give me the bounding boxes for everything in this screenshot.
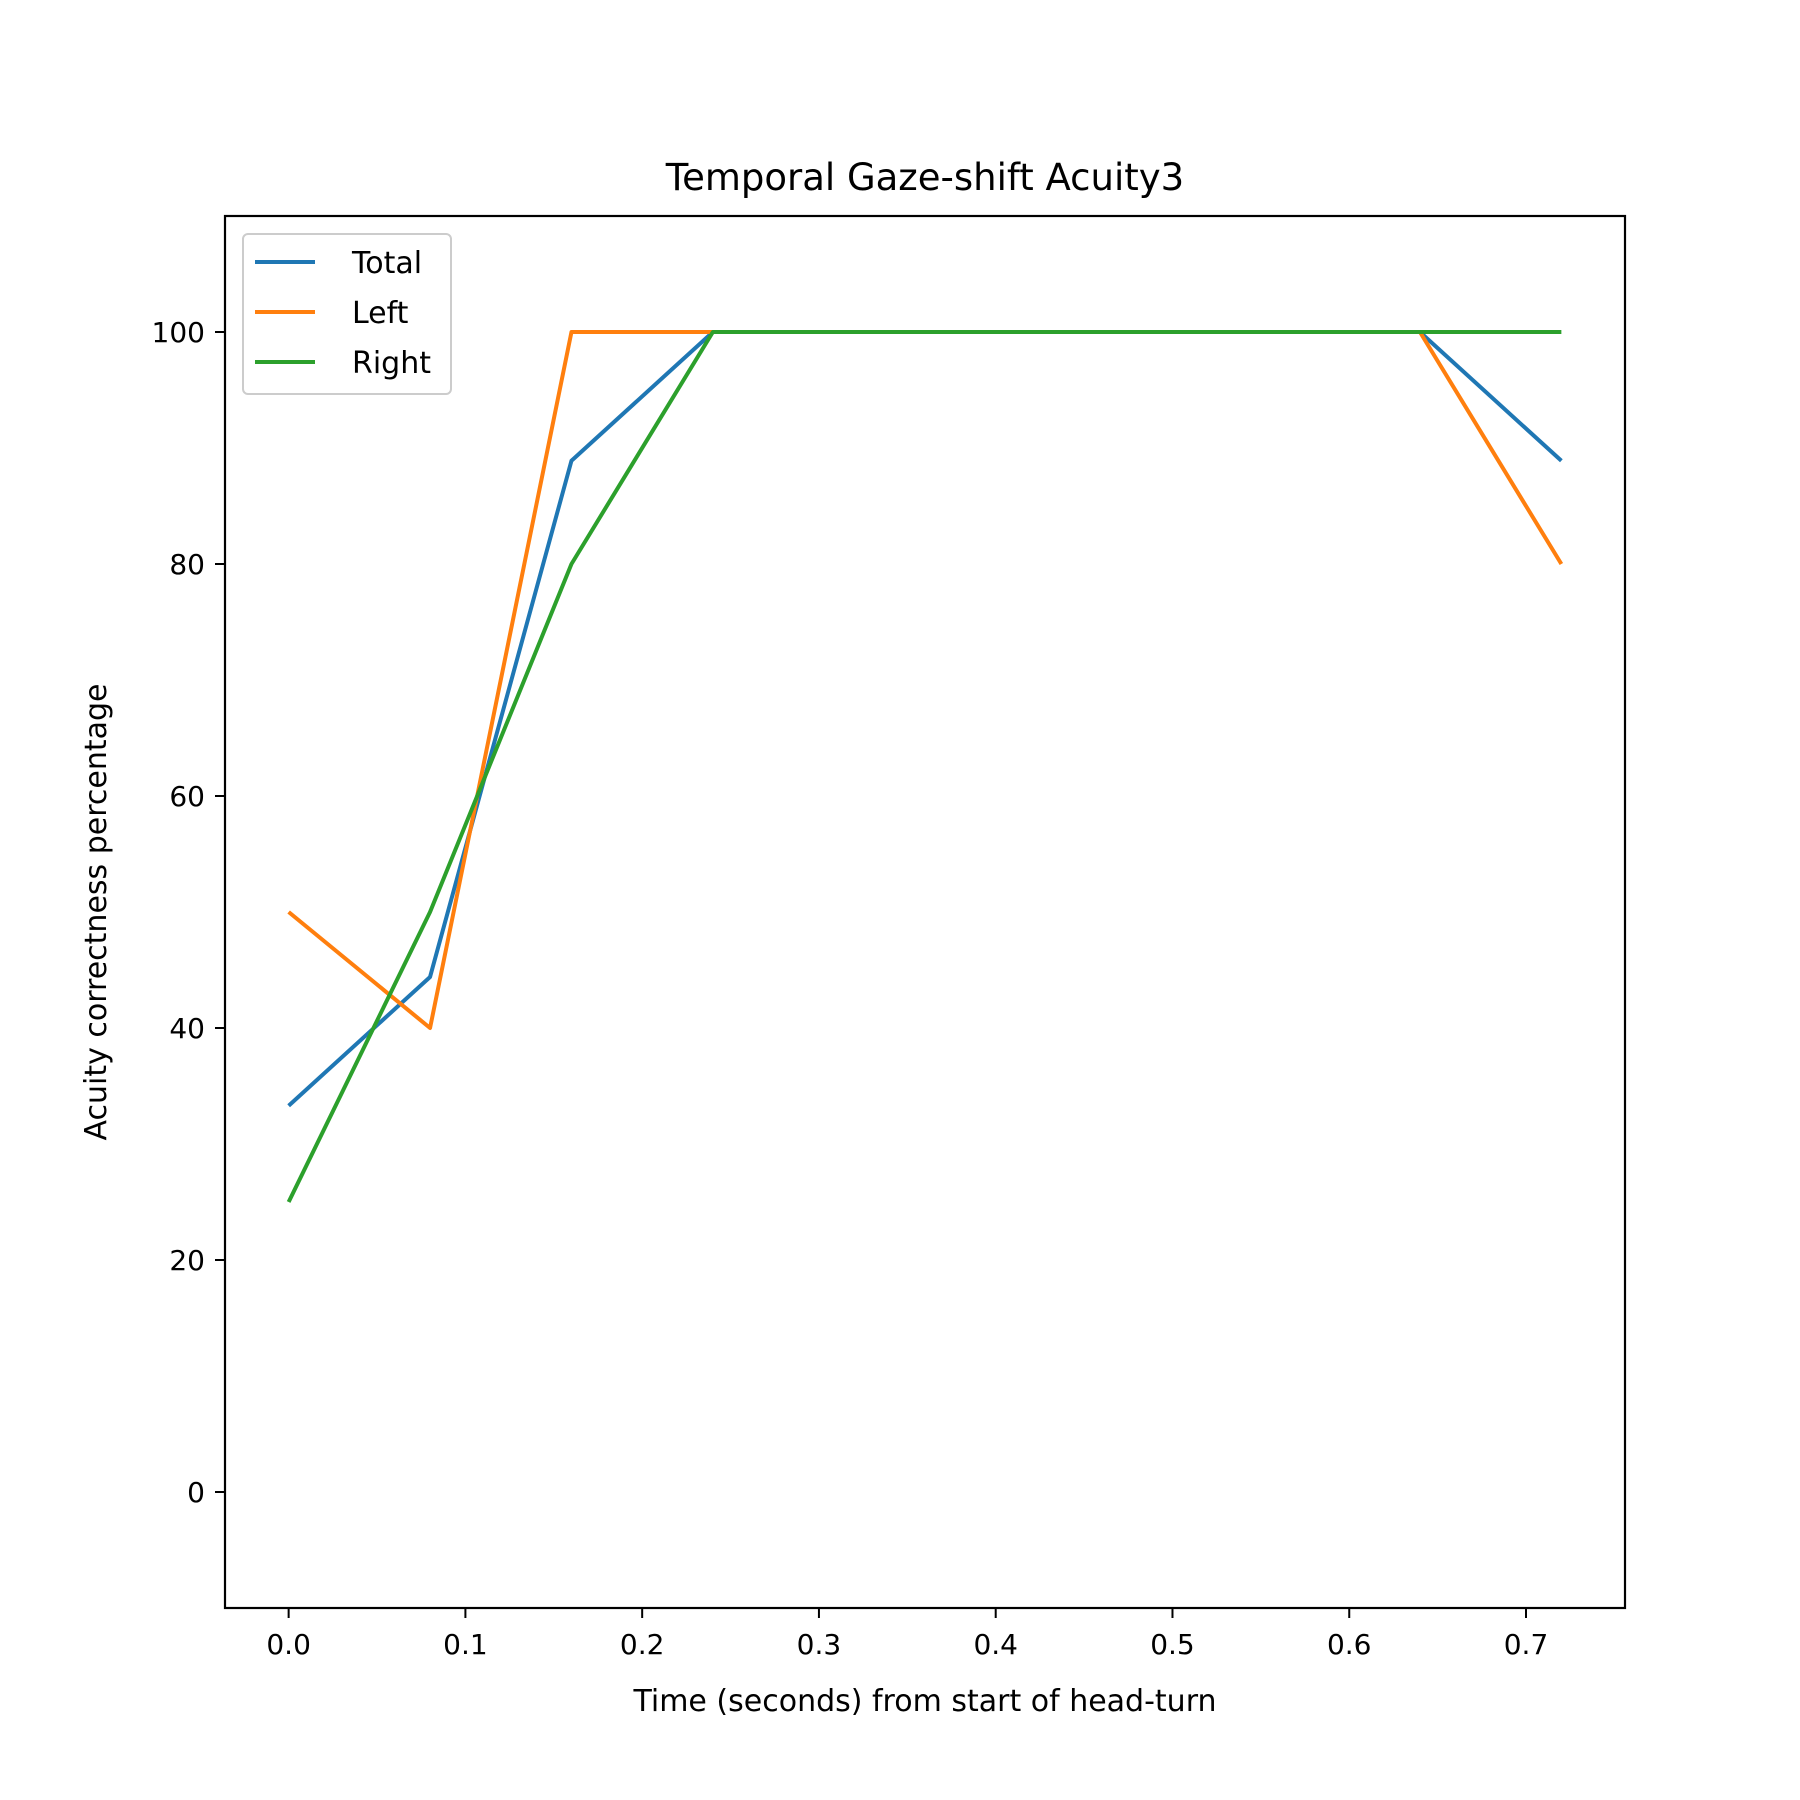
y-tick-label: 40 (169, 1012, 205, 1045)
y-tick-label: 0 (187, 1476, 205, 1509)
y-axis: 0 20 40 60 80 100 (152, 316, 225, 1509)
legend: Total Left Right (242, 233, 452, 395)
x-tick-label: 0.4 (973, 1628, 1018, 1661)
x-tick-label: 0.5 (1150, 1628, 1195, 1661)
y-tick-label: 100 (152, 316, 205, 349)
y-tick-label: 60 (169, 780, 205, 813)
series-layer (286, 330, 1564, 1203)
x-tick-label: 0.6 (1327, 1628, 1372, 1661)
series-line-right (286, 330, 1562, 1203)
x-tick-label: 0.0 (266, 1628, 311, 1661)
y-tick-label: 20 (169, 1244, 205, 1277)
y-axis-label: Acuity correctness percentage (79, 684, 114, 1141)
legend-label-total: Total (351, 246, 422, 281)
x-tick-label: 0.3 (797, 1628, 842, 1661)
x-tick-label: 0.7 (1504, 1628, 1549, 1661)
x-axis: 0.0 0.1 0.2 0.3 0.4 0.5 0.6 0.7 (266, 1608, 1548, 1661)
legend-label-right: Right (352, 346, 431, 381)
legend-label-left: Left (352, 296, 409, 331)
x-tick-label: 0.2 (620, 1628, 665, 1661)
y-tick-label: 80 (169, 548, 205, 581)
plot-frame (223, 214, 1627, 1610)
chart-title: Temporal Gaze-shift Acuity3 (665, 156, 1184, 199)
x-axis-label: Time (seconds) from start of head-turn (632, 1684, 1216, 1719)
legend-box (242, 233, 452, 395)
x-tick-label: 0.1 (443, 1628, 488, 1661)
